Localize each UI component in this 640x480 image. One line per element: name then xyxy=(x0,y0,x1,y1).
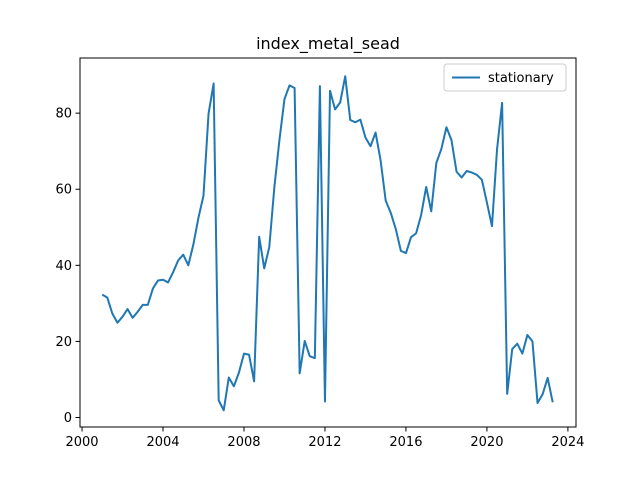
legend: stationary xyxy=(443,63,567,92)
x-tick-label: 2012 xyxy=(308,435,341,450)
chart-title: index_metal_sead xyxy=(256,34,400,54)
x-tick-label: 2020 xyxy=(470,435,503,450)
x-tick-label: 2008 xyxy=(227,435,260,450)
plot-frame xyxy=(79,57,577,428)
y-tick-label: 60 xyxy=(55,183,72,198)
y-tick-label: 80 xyxy=(55,107,72,122)
legend-label: stationary xyxy=(488,71,554,86)
legend-box xyxy=(443,63,567,92)
axis-ticks: 2000 2004 2008 2012 2016 2020 2024 0 20 40 60 80 xyxy=(55,107,584,450)
x-tick-label: 2024 xyxy=(551,435,584,450)
x-tick-label: 2016 xyxy=(389,435,422,450)
y-tick-label: 40 xyxy=(55,259,72,274)
y-tick-label: 20 xyxy=(55,335,72,350)
x-tick-label: 2000 xyxy=(65,435,98,450)
series-lines xyxy=(101,75,554,412)
x-tick-label: 2004 xyxy=(146,435,179,450)
y-tick-label: 0 xyxy=(64,411,72,426)
series-line-stationary xyxy=(101,75,554,412)
